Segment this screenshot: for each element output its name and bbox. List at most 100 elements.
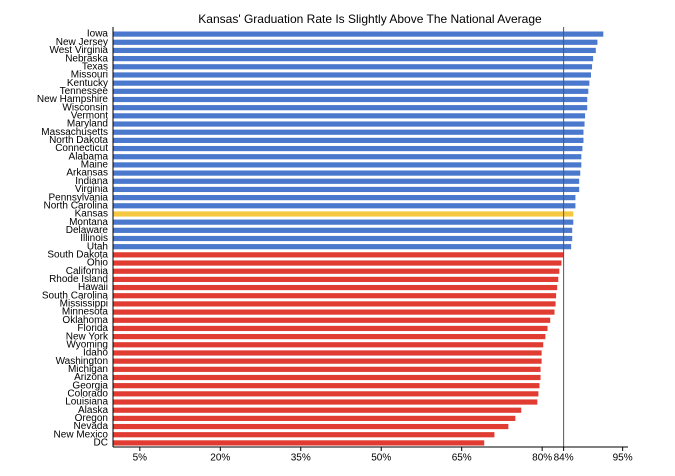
y-tick-label: Virginia xyxy=(75,184,109,195)
bar xyxy=(113,244,572,250)
bar xyxy=(113,170,581,176)
y-tick-label: Georgia xyxy=(72,380,108,391)
y-tick-label: Pennsylvania xyxy=(49,192,109,203)
bar xyxy=(113,113,586,119)
bar xyxy=(113,423,509,430)
bar xyxy=(113,211,574,217)
y-tick-label: Maryland xyxy=(67,119,108,130)
y-tick-label: New Mexico xyxy=(54,429,109,440)
y-tick-label: Oklahoma xyxy=(62,315,108,326)
y-tick-label: Louisiana xyxy=(65,397,108,408)
bar xyxy=(113,219,574,225)
x-tick-label: 50% xyxy=(371,453,391,464)
y-tick-label: Mississippi xyxy=(60,299,108,310)
bar xyxy=(113,358,542,364)
y-tick-label: Tennessee xyxy=(60,86,109,97)
bar xyxy=(113,96,588,103)
y-tick-label: Vermont xyxy=(71,110,108,121)
y-tick-label: Alabama xyxy=(69,151,109,162)
y-tick-label: Massachusetts xyxy=(41,127,108,138)
bar xyxy=(113,227,573,233)
y-tick-label: Utah xyxy=(87,241,108,252)
y-tick-label: South Dakota xyxy=(47,249,108,260)
x-tick-label: 80% xyxy=(532,453,552,464)
y-tick-label: Alaska xyxy=(78,405,108,416)
bar xyxy=(113,137,584,143)
bar xyxy=(113,391,539,397)
chart-title: Kansas' Graduation Rate Is Slightly Abov… xyxy=(198,12,542,26)
y-tick-label: Oregon xyxy=(75,413,108,424)
bar xyxy=(113,334,546,340)
x-tick-label: 84% xyxy=(554,453,574,464)
y-tick-label: Washington xyxy=(56,356,108,367)
bar xyxy=(113,31,604,37)
x-tick-label: 95% xyxy=(613,453,633,464)
bar xyxy=(113,72,591,78)
y-tick-label: Michigan xyxy=(68,364,108,375)
x-tick-label: 20% xyxy=(210,453,230,464)
y-tick-label: West Virginia xyxy=(49,45,108,56)
y-tick-label: Delaware xyxy=(66,225,109,236)
bar xyxy=(113,276,559,282)
bar xyxy=(113,415,516,421)
y-tick-label: Nevada xyxy=(74,421,109,432)
y-tick-label: Arkansas xyxy=(66,168,108,179)
bar xyxy=(113,374,541,381)
y-tick-label: New York xyxy=(66,331,109,342)
bar xyxy=(113,399,538,405)
bar xyxy=(113,195,576,201)
y-tick-label: Texas xyxy=(82,61,108,72)
bar xyxy=(113,129,584,135)
bar xyxy=(113,293,557,299)
bar xyxy=(113,47,596,54)
bar xyxy=(113,235,573,242)
x-tick-label: 5% xyxy=(133,453,148,464)
y-tick-label: Montana xyxy=(69,217,108,228)
bar xyxy=(113,80,590,86)
bar xyxy=(113,145,583,152)
y-tick-label: Indiana xyxy=(75,176,108,187)
y-tick-label: Kansas xyxy=(75,209,108,220)
bar xyxy=(113,260,562,266)
y-tick-label: Missouri xyxy=(71,70,108,81)
y-tick-label: Arizona xyxy=(74,372,108,383)
y-tick-label: Connecticut xyxy=(55,143,108,154)
y-tick-label: Wyoming xyxy=(66,339,108,350)
bar xyxy=(113,268,560,274)
y-tick-label: Idaho xyxy=(83,348,108,359)
y-tick-label: Rhode Island xyxy=(49,274,108,285)
bar xyxy=(113,407,522,413)
y-tick-label: Colorado xyxy=(67,388,108,399)
x-tick-label: 35% xyxy=(291,453,311,464)
bar xyxy=(113,186,580,193)
bar xyxy=(113,383,540,389)
y-tick-label: Ohio xyxy=(87,258,109,269)
y-tick-label: Florida xyxy=(77,323,108,334)
bar xyxy=(113,88,589,94)
y-tick-label: Iowa xyxy=(87,29,109,40)
y-tick-label: Minnesota xyxy=(62,307,109,318)
y-tick-label: Kentucky xyxy=(67,78,108,89)
y-tick-label: California xyxy=(66,266,109,277)
y-tick-label: New Hampshire xyxy=(37,94,109,105)
bar xyxy=(113,154,582,160)
bar xyxy=(113,162,582,168)
bar xyxy=(113,56,594,62)
x-tick-label: 65% xyxy=(452,453,472,464)
bar xyxy=(113,284,558,291)
y-tick-label: Nebraska xyxy=(65,53,108,64)
y-tick-label: Maine xyxy=(81,160,109,171)
bar xyxy=(113,121,585,127)
bar xyxy=(113,178,580,184)
y-tick-label: New Jersey xyxy=(56,37,108,48)
y-tick-label: North Dakota xyxy=(49,135,108,146)
y-tick-label: Illinois xyxy=(80,233,108,244)
bar xyxy=(113,64,593,70)
y-tick-label: DC xyxy=(94,438,108,449)
bar xyxy=(113,317,551,323)
bar xyxy=(113,309,555,315)
bar xyxy=(113,350,542,356)
bar xyxy=(113,252,564,258)
bar xyxy=(113,39,598,45)
bar xyxy=(113,105,588,111)
